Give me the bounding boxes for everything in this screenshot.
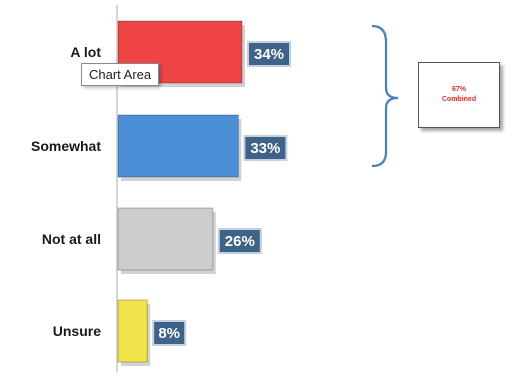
combined-label: Combined <box>441 96 477 103</box>
category-label-unsure: Unsure <box>53 323 101 339</box>
category-label-not-at-all: Not at all <box>42 231 101 247</box>
value-label-box-a-lot <box>247 41 291 67</box>
chart-area-tooltip: Chart Area <box>81 63 160 86</box>
combined-bracket <box>371 24 399 168</box>
value-label-box-unsure <box>152 320 187 346</box>
value-label-box-not-at-all <box>217 228 262 254</box>
combined-value: 67% <box>451 85 466 93</box>
value-label-unsure: 8% <box>158 325 180 342</box>
category-label-somewhat: Somewhat <box>31 138 101 154</box>
bar-unsure <box>117 299 148 363</box>
bar-not-at-all <box>117 207 214 271</box>
category-label-a-lot: A lot <box>70 44 101 60</box>
bar-somewhat <box>117 114 239 178</box>
value-label-not-at-all: 26% <box>225 233 255 250</box>
value-label-a-lot: 34% <box>254 46 284 63</box>
value-label-box-somewhat <box>243 135 288 161</box>
value-label-somewhat: 33% <box>250 140 280 157</box>
combined-callout: 67% Combined <box>418 62 500 128</box>
